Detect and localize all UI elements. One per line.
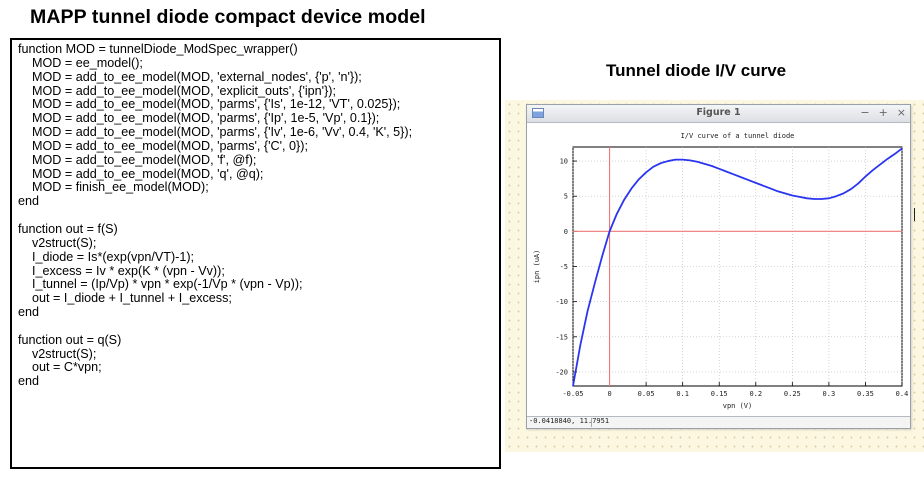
code-line: MOD = add_to_ee_model(MOD, 'external_nod… [18,69,362,84]
code-line: I_excess = Iv * exp(K * (vpn - Vv)); [18,263,225,278]
minimize-button[interactable]: − [860,106,870,119]
figure-titlebar[interactable]: Figure 1 − + × [527,105,910,123]
plot-frame [572,146,903,387]
maximize-button[interactable]: + [878,106,888,119]
code-lines: function MOD = tunnelDiode_ModSpec_wrapp… [18,42,499,389]
x-tick-label: 0.05 [638,390,655,398]
code-line: MOD = add_to_ee_model(MOD, 'parms', {'Is… [18,97,401,112]
close-button[interactable]: × [896,106,906,119]
x-tick-label: 0.25 [784,390,801,398]
code-line: MOD = add_to_ee_model(MOD, 'q', @q); [18,166,264,181]
x-tick-label: 0 [607,390,611,398]
code-line: MOD = add_to_ee_model(MOD, 'parms', {'Iv… [18,125,413,140]
y-axis-label: ipn (uA) [533,250,541,284]
x-tick-label: 0.2 [749,390,762,398]
y-tick-label: 10 [560,158,568,166]
figure-title: Figure 1 [696,107,741,118]
code-line: function out = f(S) [18,221,118,236]
x-tick-label: -0.05 [562,390,583,398]
y-tick-label: -10 [555,298,568,306]
code-box: function MOD = tunnelDiode_ModSpec_wrapp… [10,38,501,469]
iv-plot[interactable]: I/V curve of a tunnel diode -0.05 0 0.05 0.1… [527,123,910,418]
figure-statusbar: -0.0418840, 11.7951 [527,416,910,428]
y-tick-label: -5 [560,263,568,271]
code-line: end [18,374,40,389]
code-line: I_diode = Is*(exp(vpn/VT)-1); [18,249,195,264]
code-line: MOD = add_to_ee_model(MOD, 'parms', {'C'… [18,138,308,153]
x-tick-label: 0.15 [711,390,728,398]
code-line: MOD = ee_model(); [18,55,143,70]
y-tick-label: 5 [564,193,568,201]
iv-curve-line [572,147,903,387]
y-tick-label: -15 [555,333,568,341]
code-line: end [18,305,40,320]
code-line: v2struct(S); [18,235,97,250]
slide-title-left: MAPP tunnel diode compact device model [30,6,426,28]
window-buttons: − + × [860,106,906,119]
status-separator [591,418,592,427]
code-line: v2struct(S); [18,346,97,361]
figure-window[interactable]: Figure 1 − + × I/V curve of a tunnel dio… [526,104,911,429]
code-line: MOD = add_to_ee_model(MOD, 'parms', {'Ip… [18,111,380,126]
x-tick-label: 0.1 [676,390,689,398]
edge-mark [914,208,915,221]
cursor-coordinates: -0.0418840, 11.7951 [529,417,610,425]
code-blank-line [18,209,499,223]
code-line: end [18,194,40,209]
code-line: function out = q(S) [18,332,122,347]
figure-app-icon [532,108,544,118]
code-line: I_tunnel = (Ip/Vp) * vpn * exp(-1/Vp * (… [18,277,303,292]
code-blank-line [18,320,499,334]
code-line: out = C*vpn; [18,360,102,375]
x-tick-label: 0.3 [823,390,836,398]
y-tick-label: -20 [555,368,568,376]
x-axis-label: vpn (V) [723,402,753,410]
code-line: MOD = add_to_ee_model(MOD, 'f', @f); [18,152,257,167]
code-line: function MOD = tunnelDiode_ModSpec_wrapp… [18,42,298,56]
chart-title: I/V curve of a tunnel diode [681,132,795,140]
code-line: MOD = finish_ee_model(MOD); [18,180,209,195]
code-line: out = I_diode + I_tunnel + I_excess; [18,291,232,306]
slide-title-right: Tunnel diode I/V curve [606,61,787,80]
x-tick-label: 0.4 [896,390,909,398]
code-line: MOD = add_to_ee_model(MOD, 'explicit_out… [18,83,336,98]
x-tick-label: 0.35 [857,390,874,398]
y-tick-label: 0 [564,228,568,236]
